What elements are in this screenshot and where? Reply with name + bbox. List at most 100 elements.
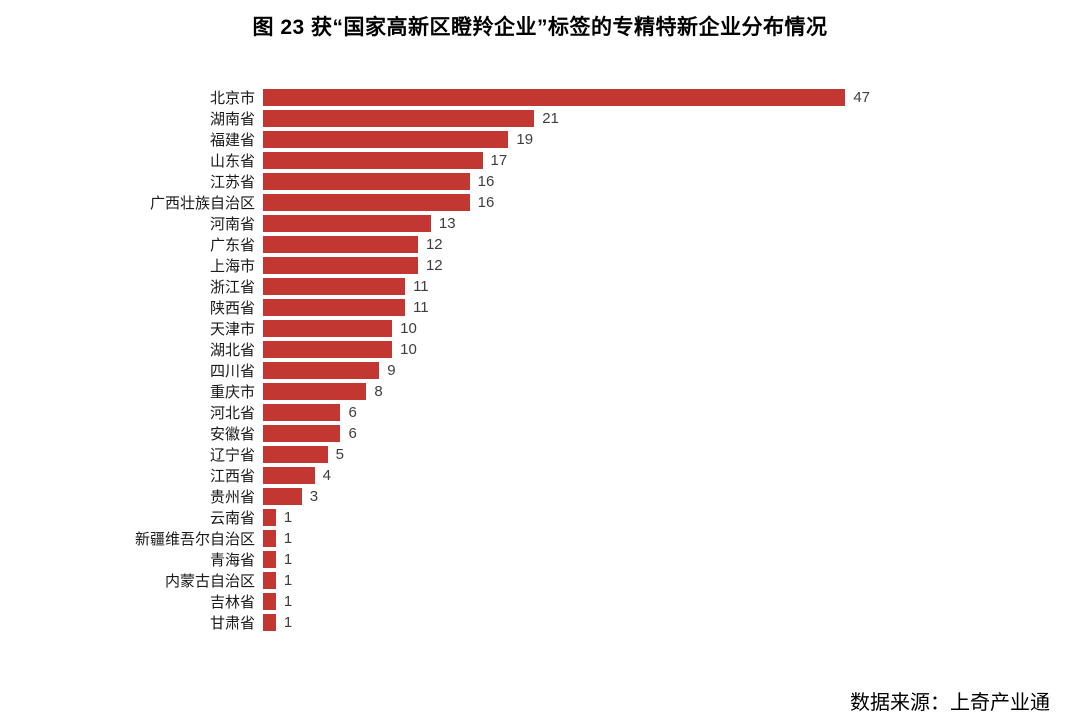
bar-row: 河北省 6 xyxy=(30,402,870,423)
bar xyxy=(263,236,418,253)
bar-track: 1 xyxy=(263,551,870,568)
bar xyxy=(263,614,276,631)
category-label: 内蒙古自治区 xyxy=(164,573,255,590)
bar-track: 13 xyxy=(263,215,870,232)
bar xyxy=(263,572,276,589)
bar-value-label: 9 xyxy=(387,362,396,379)
bar xyxy=(263,383,367,400)
bar-row: 重庆市 8 xyxy=(30,381,870,402)
bar-row: 贵州省 3 xyxy=(30,486,870,507)
category-label: 上海市 xyxy=(209,258,255,275)
bar-value-label: 6 xyxy=(348,404,357,421)
bar-row: 陕西省 11 xyxy=(30,297,870,318)
bar-value-label: 21 xyxy=(542,110,559,127)
bar-row: 辽宁省 5 xyxy=(30,444,870,465)
bar-row: 福建省 19 xyxy=(30,129,870,150)
bar-value-label: 11 xyxy=(413,278,429,295)
bar-row: 天津市 10 xyxy=(30,318,870,339)
category-label: 江西省 xyxy=(209,468,255,485)
category-label: 甘肃省 xyxy=(209,615,255,632)
bar-track: 11 xyxy=(263,299,870,316)
bar-row: 青海省 1 xyxy=(30,549,870,570)
category-label: 天津市 xyxy=(209,321,255,338)
bar-value-label: 1 xyxy=(283,530,293,547)
bar-track: 8 xyxy=(263,383,870,400)
bar xyxy=(263,488,302,505)
category-label: 云南省 xyxy=(209,510,255,527)
bar xyxy=(263,467,315,484)
bar-row: 新疆维吾尔自治区 1 xyxy=(30,528,870,549)
bar-value-label: 3 xyxy=(309,488,319,505)
bar xyxy=(263,362,380,379)
bar-row: 山东省 17 xyxy=(30,150,870,171)
bar-value-label: 10 xyxy=(400,320,417,337)
bar xyxy=(263,341,393,358)
bar-value-label: 6 xyxy=(348,425,357,442)
bar-track: 11 xyxy=(263,278,870,295)
bar-row: 上海市 12 xyxy=(30,255,870,276)
bar-value-label: 1 xyxy=(283,614,293,631)
bar xyxy=(263,299,406,316)
bar-track: 21 xyxy=(263,110,870,127)
bar-row: 北京市 47 xyxy=(30,87,870,108)
category-label: 辽宁省 xyxy=(209,447,255,464)
category-label: 河北省 xyxy=(209,405,255,422)
category-label: 安徽省 xyxy=(209,426,255,443)
bar-track: 47 xyxy=(263,89,870,106)
bar xyxy=(263,110,535,127)
bar-track: 1 xyxy=(263,509,870,526)
bar-row: 云南省 1 xyxy=(30,507,870,528)
bar-value-label: 12 xyxy=(425,236,443,253)
bar-value-label: 1 xyxy=(283,572,293,589)
category-label: 山东省 xyxy=(209,153,255,170)
bar xyxy=(263,530,276,547)
bar xyxy=(263,131,509,148)
bar xyxy=(263,593,276,610)
category-label: 北京市 xyxy=(209,90,255,107)
bar-row: 浙江省 11 xyxy=(30,276,870,297)
bar xyxy=(263,257,418,274)
bar xyxy=(263,425,341,442)
bar xyxy=(263,278,406,295)
bar-row: 吉林省 1 xyxy=(30,591,870,612)
bar-row: 河南省 13 xyxy=(30,213,870,234)
bar-value-label: 16 xyxy=(477,173,495,190)
bar-track: 12 xyxy=(263,257,870,274)
bar-value-label: 17 xyxy=(490,152,508,169)
bar-track: 6 xyxy=(263,425,870,442)
bar-row: 江苏省 16 xyxy=(30,171,870,192)
category-label: 广东省 xyxy=(209,237,255,254)
bar-value-label: 4 xyxy=(322,467,331,484)
category-label: 重庆市 xyxy=(209,384,255,401)
bar-track: 1 xyxy=(263,572,870,589)
bar-row: 广西壮族自治区 16 xyxy=(30,192,870,213)
category-label: 湖南省 xyxy=(209,111,255,128)
bar-row: 甘肃省 1 xyxy=(30,612,870,633)
bar-row: 湖南省 21 xyxy=(30,108,870,129)
bar-track: 10 xyxy=(263,320,870,337)
bar-value-label: 11 xyxy=(413,299,429,316)
bar-track: 16 xyxy=(263,173,870,190)
bar-value-label: 47 xyxy=(853,89,870,106)
bar-row: 湖北省 10 xyxy=(30,339,870,360)
bar-track: 17 xyxy=(263,152,870,169)
bar xyxy=(263,89,846,106)
category-label: 贵州省 xyxy=(209,489,255,506)
category-label: 陕西省 xyxy=(209,300,255,317)
bar-row: 广东省 12 xyxy=(30,234,870,255)
bar xyxy=(263,509,276,526)
bar-value-label: 13 xyxy=(438,215,456,232)
bar xyxy=(263,215,431,232)
bar-value-label: 19 xyxy=(516,131,534,148)
category-label: 河南省 xyxy=(209,216,255,233)
bar-row: 内蒙古自治区 1 xyxy=(30,570,870,591)
bar-track: 4 xyxy=(263,467,870,484)
bar-track: 6 xyxy=(263,404,870,421)
bar xyxy=(263,404,341,421)
category-label: 湖北省 xyxy=(209,342,255,359)
bar-track: 3 xyxy=(263,488,870,505)
category-label: 四川省 xyxy=(209,363,255,380)
bar-value-label: 5 xyxy=(335,446,344,463)
bar-track: 5 xyxy=(263,446,870,463)
